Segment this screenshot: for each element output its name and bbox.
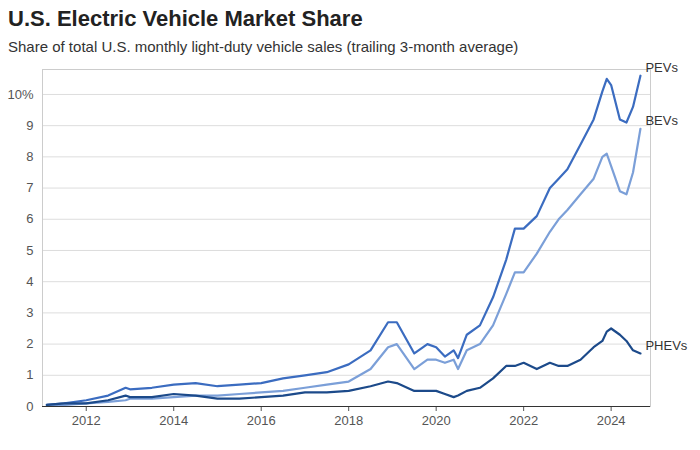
svg-text:2022: 2022 — [509, 413, 538, 428]
svg-text:2018: 2018 — [334, 413, 363, 428]
svg-text:2: 2 — [26, 336, 33, 351]
svg-text:2020: 2020 — [422, 413, 451, 428]
svg-text:7: 7 — [26, 180, 33, 195]
svg-text:4: 4 — [26, 274, 33, 289]
svg-text:1: 1 — [26, 367, 33, 382]
svg-text:BEVs: BEVs — [645, 113, 678, 128]
svg-text:2012: 2012 — [72, 413, 101, 428]
html-text:U.S. Electric Vehicle Market S: U.S. Electric Vehicle Market Share — [8, 6, 363, 31]
svg-text:10%: 10% — [7, 87, 33, 102]
svg-text:0: 0 — [26, 399, 33, 414]
svg-text:9: 9 — [26, 118, 33, 133]
svg-text:PEVs: PEVs — [645, 60, 678, 75]
html-text:Share of total U.S. monthly li: Share of total U.S. monthly light-duty v… — [8, 38, 519, 55]
svg-text:2016: 2016 — [247, 413, 276, 428]
svg-text:PHEVs: PHEVs — [645, 338, 687, 353]
svg-text:2014: 2014 — [159, 413, 188, 428]
svg-text:5: 5 — [26, 243, 33, 258]
svg-text:8: 8 — [26, 149, 33, 164]
svg-text:2024: 2024 — [597, 413, 626, 428]
svg-text:3: 3 — [26, 305, 33, 320]
svg-text:6: 6 — [26, 211, 33, 226]
